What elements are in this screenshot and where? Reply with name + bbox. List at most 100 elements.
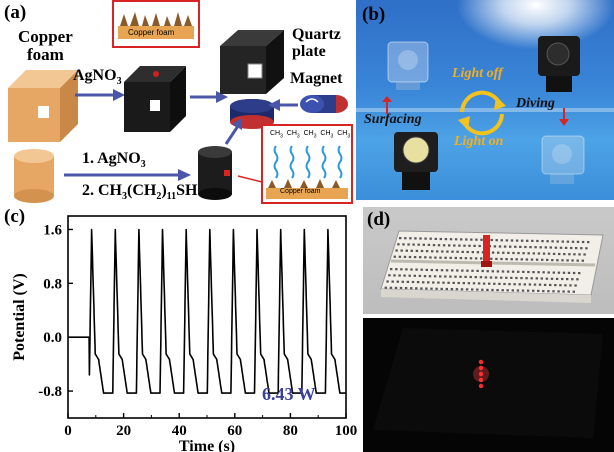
breadboard-hole bbox=[444, 238, 448, 241]
breadboard-hole bbox=[486, 288, 489, 291]
device-ghost-bottomright-icon bbox=[541, 135, 585, 184]
breadboard-hole bbox=[498, 282, 501, 285]
breadboard-hole bbox=[391, 280, 394, 283]
breadboard-hole bbox=[419, 256, 422, 259]
breadboard-hole bbox=[500, 239, 503, 242]
breadboard-hole bbox=[455, 288, 459, 291]
breadboard-hole bbox=[515, 276, 518, 280]
breadboard-hole bbox=[505, 276, 508, 279]
breadboard-hole bbox=[523, 283, 526, 286]
breadboard-hole bbox=[417, 243, 420, 246]
breadboard-hole bbox=[465, 238, 468, 241]
breadboard-hole bbox=[449, 238, 453, 241]
breadboard-hole bbox=[422, 281, 425, 284]
breadboard-hole bbox=[528, 283, 532, 286]
breadboard-hole bbox=[536, 239, 539, 243]
breadboard-hole bbox=[476, 269, 479, 272]
breadboard-hole bbox=[442, 244, 446, 247]
x-tick-label: 60 bbox=[227, 423, 242, 439]
breadboard-hole bbox=[580, 247, 583, 250]
breadboard-hole bbox=[522, 252, 525, 255]
breadboard-hole bbox=[532, 289, 535, 292]
panel-d-breadboard-lit: (d) bbox=[363, 207, 614, 314]
breadboard-hole bbox=[389, 286, 393, 289]
alkyl-chain-inset bbox=[237, 124, 353, 204]
arrow-right-icon-3 bbox=[64, 169, 191, 181]
breadboard-hole bbox=[437, 281, 440, 284]
breadboard-hole bbox=[494, 276, 498, 279]
breadboard-hole bbox=[573, 253, 576, 256]
breadboard-hole bbox=[454, 238, 458, 241]
breadboard-hole bbox=[451, 269, 454, 272]
breadboard-hole bbox=[407, 243, 410, 246]
breadboard-hole bbox=[558, 252, 561, 256]
breadboard-hole bbox=[474, 257, 478, 260]
breadboard-hole bbox=[505, 258, 508, 261]
breadboard-hole bbox=[493, 245, 497, 248]
breadboard-hole bbox=[552, 271, 555, 274]
breadboard-hole bbox=[543, 283, 547, 286]
breadboard-hole bbox=[448, 244, 451, 247]
breadboard-hole bbox=[471, 288, 474, 291]
inset-top-text: Copper foam bbox=[128, 28, 175, 37]
breadboard-hole bbox=[480, 257, 483, 260]
breadboard-hole bbox=[408, 274, 411, 277]
breadboard-hole bbox=[576, 259, 579, 262]
breadboard-hole bbox=[435, 287, 438, 290]
breadboard-hole bbox=[429, 237, 432, 240]
breadboard-hole bbox=[527, 252, 530, 255]
breadboard-hole bbox=[467, 282, 471, 285]
breadboard-hole bbox=[424, 256, 427, 259]
cycle-arrows-icon bbox=[458, 90, 506, 136]
breadboard-hole bbox=[566, 259, 569, 262]
breadboard-hole bbox=[471, 251, 474, 254]
breadboard-hole bbox=[484, 276, 488, 279]
breadboard-hole bbox=[415, 268, 418, 271]
device-ghost-topleft-icon bbox=[387, 41, 429, 90]
breadboard-hole bbox=[529, 246, 532, 249]
breadboard-hole bbox=[439, 256, 442, 259]
breadboard-hole bbox=[496, 289, 499, 292]
breadboard-hole bbox=[408, 255, 412, 259]
breadboard-hole bbox=[520, 258, 523, 261]
breadboard-hole bbox=[544, 246, 547, 249]
breadboard-hole bbox=[530, 258, 534, 261]
breadboard-hole bbox=[546, 258, 549, 261]
breadboard-hole bbox=[403, 255, 407, 258]
arrow-up-red-icon bbox=[382, 96, 392, 114]
breadboard-hole bbox=[578, 272, 581, 275]
breadboard-hole bbox=[587, 241, 590, 244]
breadboard-hole bbox=[423, 275, 427, 278]
breadboard-hole bbox=[568, 253, 571, 256]
breadboard-hole bbox=[493, 282, 496, 285]
breadboard-hole bbox=[541, 258, 544, 261]
breadboard-hole bbox=[510, 276, 513, 279]
arrow-left-icon bbox=[268, 99, 298, 111]
breadboard-hole bbox=[517, 252, 520, 255]
breadboard-hole bbox=[547, 271, 550, 274]
breadboard-hole bbox=[542, 271, 545, 274]
panel-a-label: (a) bbox=[4, 2, 27, 23]
breadboard-hole bbox=[561, 240, 564, 243]
breadboard-hole bbox=[549, 283, 552, 287]
water-surface bbox=[356, 108, 614, 112]
breadboard-hole bbox=[537, 252, 541, 255]
breadboard-hole bbox=[491, 288, 494, 292]
breadboard-hole bbox=[505, 239, 509, 242]
breadboard-hole bbox=[563, 253, 566, 256]
breadboard-hole bbox=[440, 287, 443, 290]
breadboard-hole bbox=[411, 280, 415, 284]
breadboard-hole bbox=[572, 271, 576, 275]
breadboard-hole bbox=[418, 274, 422, 277]
breadboard-hole bbox=[514, 245, 517, 248]
breadboard-hole bbox=[397, 243, 400, 246]
breadboard-hole bbox=[575, 247, 578, 250]
breadboard-hole bbox=[432, 281, 435, 284]
breadboard-hole bbox=[510, 258, 513, 261]
breadboard-hole bbox=[415, 287, 418, 290]
x-tick-label: 100 bbox=[335, 423, 358, 439]
breadboard-hole bbox=[445, 287, 448, 291]
breadboard-hole bbox=[547, 290, 550, 293]
breadboard-hole bbox=[511, 270, 515, 273]
breadboard-hole bbox=[464, 257, 468, 260]
